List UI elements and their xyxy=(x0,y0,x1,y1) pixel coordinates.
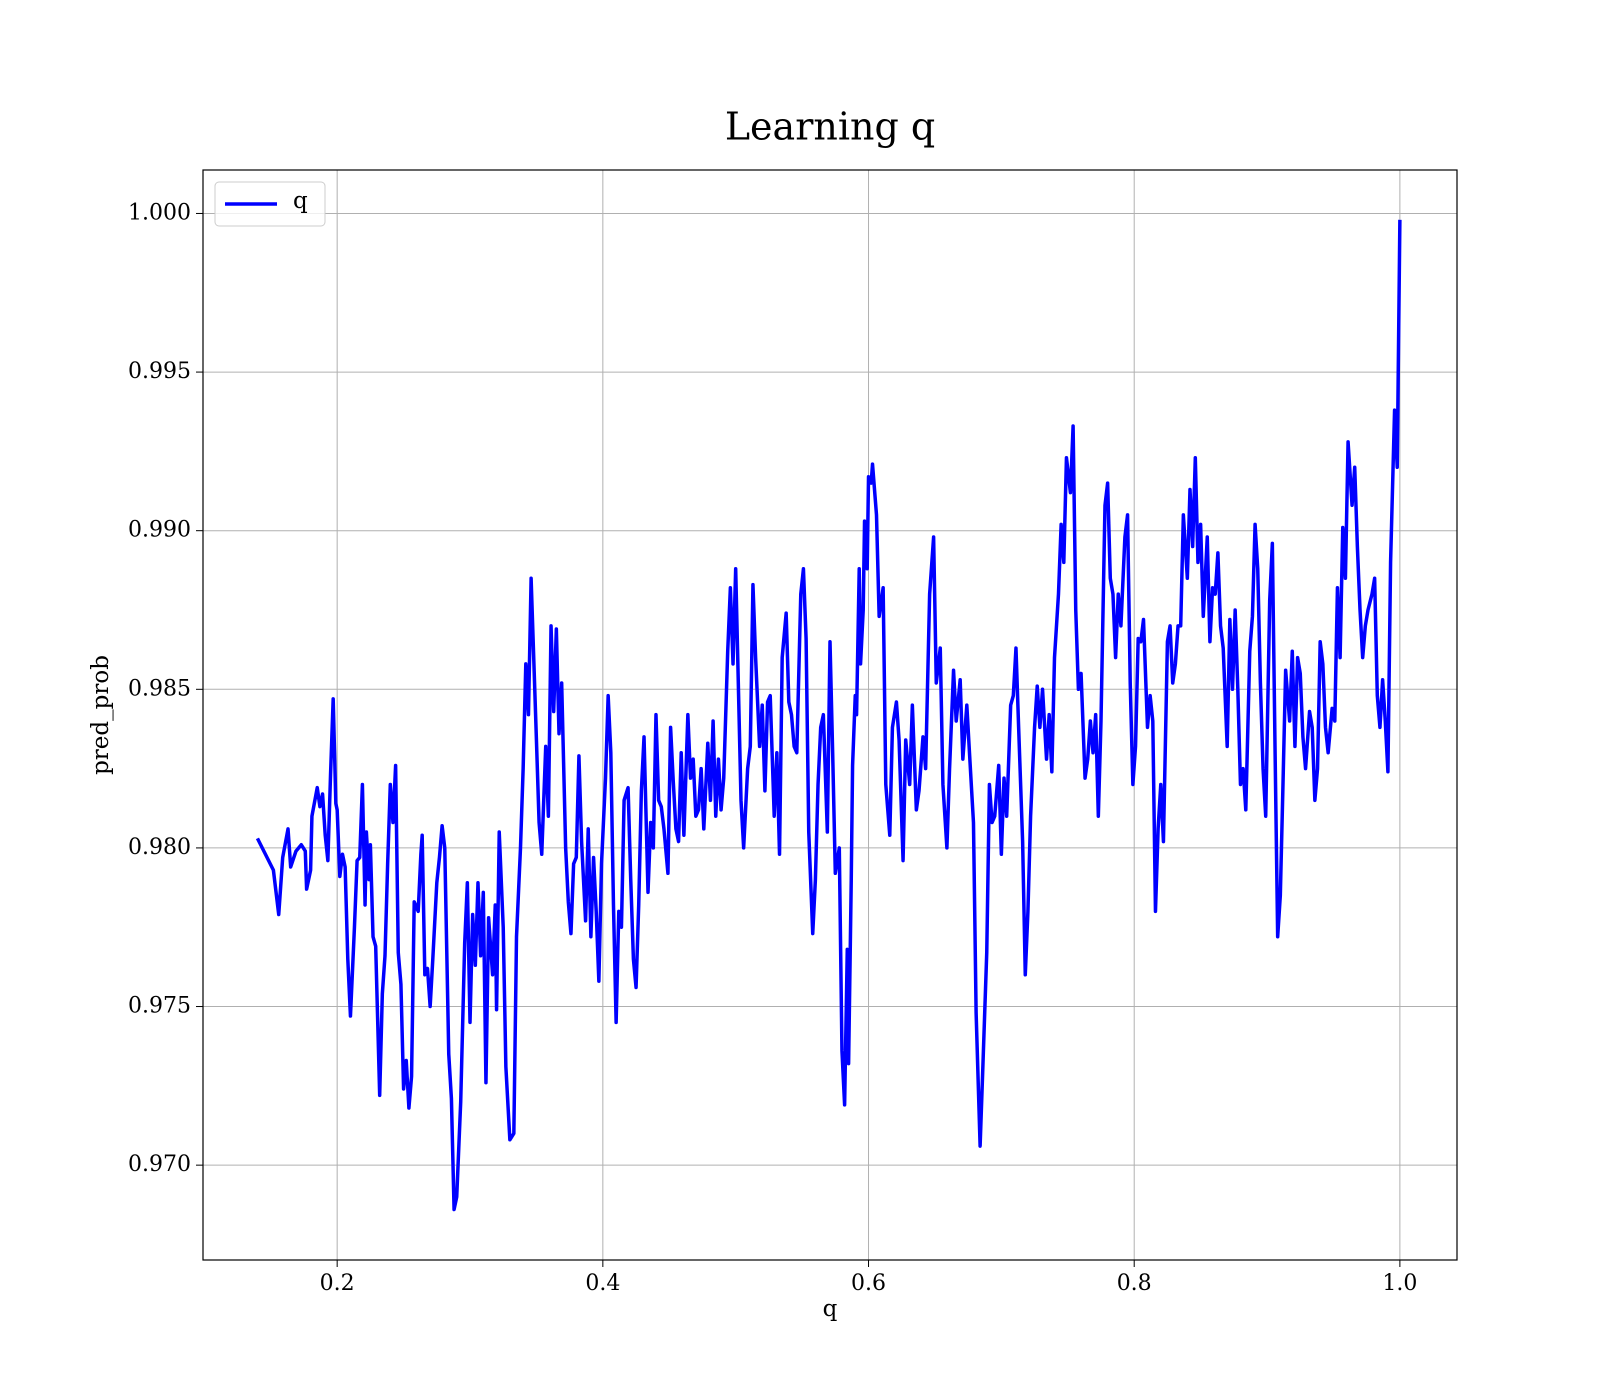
chart-title: Learning q xyxy=(725,105,935,149)
plot-frame xyxy=(202,169,1458,1261)
data-line xyxy=(255,219,1402,1212)
y-axis-label: pred_prob xyxy=(88,655,114,775)
x-tick-label: 1.0 xyxy=(1382,1271,1417,1296)
y-tick-label: 0.995 xyxy=(128,359,191,384)
x-tick-label: 0.4 xyxy=(585,1271,620,1296)
x-axis-label: q xyxy=(823,1296,838,1322)
y-tick-label: 0.970 xyxy=(128,1152,191,1177)
x-tick-label: 0.2 xyxy=(320,1271,355,1296)
x-tick-label: 0.8 xyxy=(1117,1271,1152,1296)
y-tick-label: 0.985 xyxy=(128,676,191,701)
x-tick-label: 0.6 xyxy=(851,1271,886,1296)
y-tick-label: 0.975 xyxy=(128,994,191,1019)
y-tick-label: 0.990 xyxy=(128,518,191,543)
y-tick-label: 0.980 xyxy=(128,835,191,860)
y-tick-label: 1.000 xyxy=(128,200,191,225)
legend-label: q xyxy=(293,188,308,214)
